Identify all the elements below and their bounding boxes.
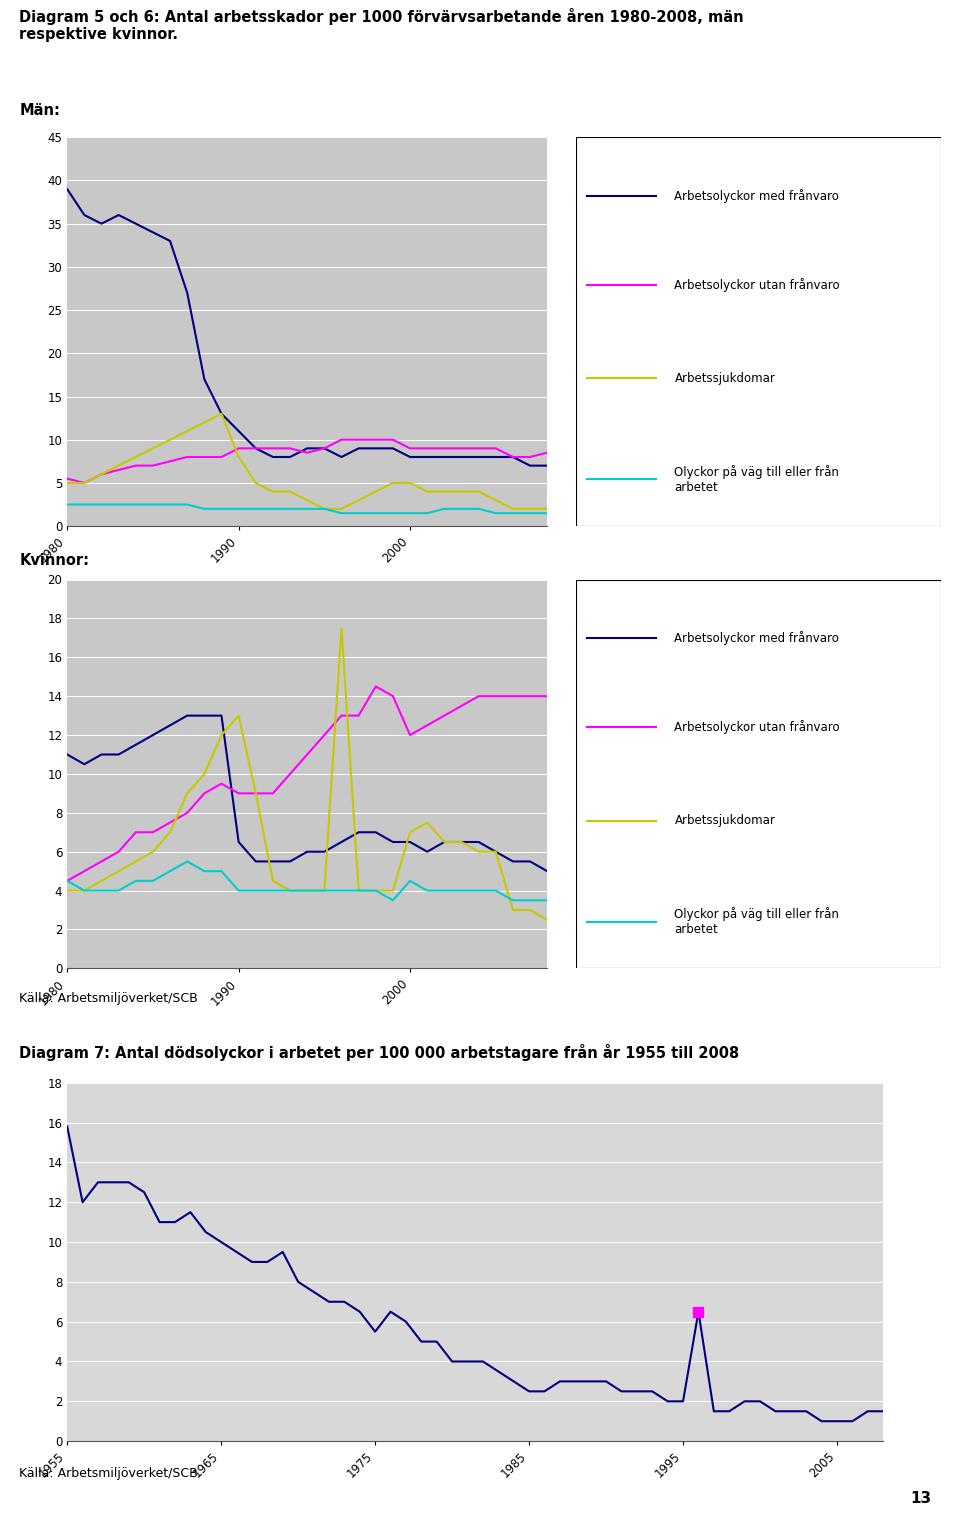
Text: Olyckor på väg till eller från
arbetet: Olyckor på väg till eller från arbetet xyxy=(675,907,839,936)
Text: Källa: Arbetsmiljöverket/SCB: Källa: Arbetsmiljöverket/SCB xyxy=(19,993,198,1005)
Text: Diagram 5 och 6: Antal arbetsskador per 1000 förvärvsarbetande åren 1980-2008, m: Diagram 5 och 6: Antal arbetsskador per … xyxy=(19,8,744,43)
Text: Kvinnor:: Kvinnor: xyxy=(19,554,89,567)
Text: Diagram 7: Antal dödsolyckor i arbetet per 100 000 arbetstagare från år 1955 til: Diagram 7: Antal dödsolyckor i arbetet p… xyxy=(19,1043,739,1061)
Text: Källa: Arbetsmiljöverket/SCB: Källa: Arbetsmiljöverket/SCB xyxy=(19,1467,198,1479)
Text: Arbetssjukdomar: Arbetssjukdomar xyxy=(675,814,776,827)
Text: Män:: Män: xyxy=(19,104,60,117)
Text: Arbetsolyckor med frånvaro: Arbetsolyckor med frånvaro xyxy=(675,189,839,203)
Text: Arbetsolyckor utan frånvaro: Arbetsolyckor utan frånvaro xyxy=(675,720,840,734)
Text: Arbetssjukdomar: Arbetssjukdomar xyxy=(675,372,776,384)
Text: Arbetsolyckor med frånvaro: Arbetsolyckor med frånvaro xyxy=(675,631,839,645)
Text: Arbetsolyckor utan frånvaro: Arbetsolyckor utan frånvaro xyxy=(675,278,840,291)
Text: 13: 13 xyxy=(910,1491,931,1505)
Text: Olyckor på väg till eller från
arbetet: Olyckor på väg till eller från arbetet xyxy=(675,465,839,494)
